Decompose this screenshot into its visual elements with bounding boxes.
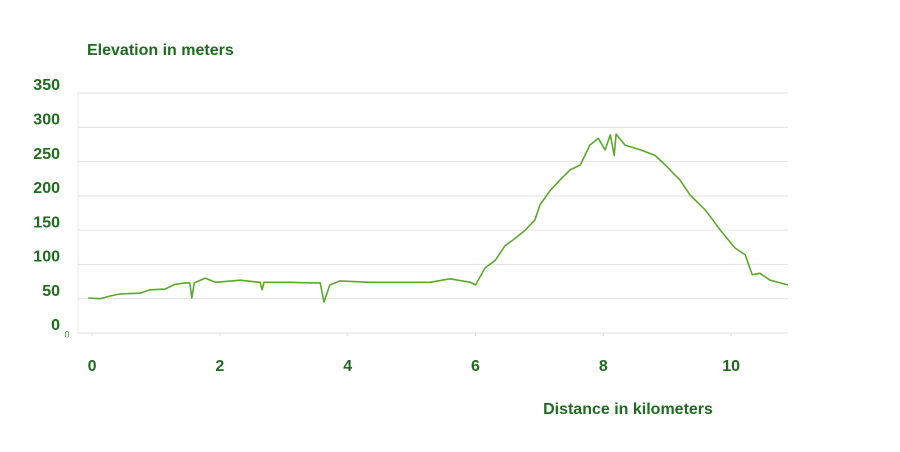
y-tick-label: 200: [33, 180, 60, 197]
elevation-line: [88, 133, 789, 303]
y-tick-label: 300: [33, 112, 60, 129]
x-axis-label: Distance in kilometers: [543, 401, 713, 418]
y-tick-label: 0: [51, 317, 60, 334]
x-tick-label: 4: [343, 358, 352, 375]
y-tick-label: 50: [42, 283, 60, 300]
x-tick-label: 2: [215, 358, 224, 375]
x-tick-label: 6: [471, 358, 480, 375]
chart-title: Elevation in meters: [87, 42, 234, 59]
y-tick-label: 100: [33, 249, 60, 266]
x-tick-label: 10: [722, 358, 740, 375]
origin-label: 0: [64, 329, 69, 339]
y-tick-label: 350: [33, 77, 60, 94]
y-tick-label: 250: [33, 146, 60, 163]
x-tick-label: 0: [88, 358, 97, 375]
y-tick-label: 150: [33, 214, 60, 231]
x-tick-label: 8: [599, 358, 608, 375]
